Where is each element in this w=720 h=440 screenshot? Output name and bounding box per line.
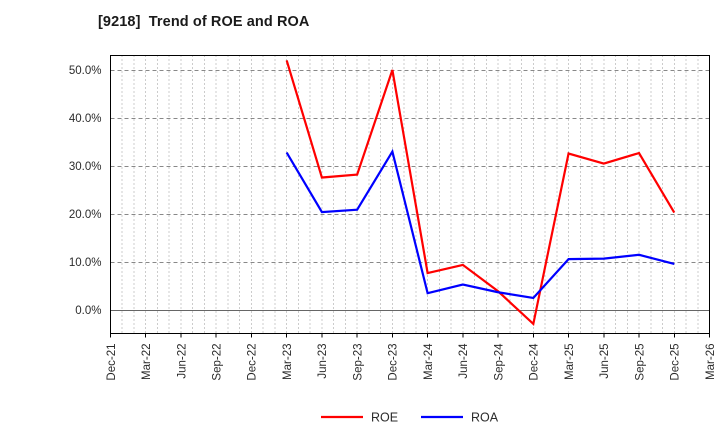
y-tick-label: 10.0%	[69, 257, 102, 269]
series-layer	[285, 60, 676, 327]
series-line-roa	[285, 148, 675, 300]
x-tick-label: Sep-22	[212, 344, 224, 381]
legend-label-roe: ROE	[371, 411, 398, 425]
x-tick-label: Dec-23	[388, 344, 400, 381]
page-title: [9218] Trend of ROE and ROA	[98, 14, 310, 30]
x-axis-tick-labels: Dec-21 Mar-22 Jun-22 Sep-22 Dec-22 Mar-23 Jun-…	[106, 333, 717, 381]
x-tick-label: Jun-22	[176, 344, 188, 379]
y-axis-tick-labels: 0.0% 10.0% 20.0% 30.0% 40.0% 50.0%	[69, 65, 102, 317]
x-tick-label: Sep-25	[634, 344, 646, 381]
x-tick-label: Dec-22	[247, 344, 259, 381]
y-tick-label: 50.0%	[69, 65, 102, 77]
x-tick-label: Sep-23	[352, 344, 364, 381]
x-tick-label: Dec-21	[106, 344, 118, 381]
x-tick-label: Sep-24	[493, 343, 505, 381]
plot-border	[110, 55, 710, 334]
x-tick-label: Jun-23	[317, 344, 329, 379]
x-tick-label: Mar-22	[141, 344, 153, 380]
y-tick-label: 0.0%	[75, 305, 101, 317]
x-tick-label: Dec-25	[670, 344, 682, 381]
chart-legend: ROE ROA	[321, 411, 499, 425]
x-tick-label: Mar-25	[564, 344, 576, 380]
y-tick-label: 30.0%	[69, 161, 102, 173]
y-tick-label: 20.0%	[69, 209, 102, 221]
legend-label-roa: ROA	[471, 411, 499, 425]
x-tick-label: Mar-26	[705, 344, 717, 380]
x-tick-label: Mar-23	[282, 344, 294, 380]
major-horizontal-gridlines	[110, 70, 710, 311]
x-tick-label: Jun-25	[599, 344, 611, 379]
y-tick-label: 40.0%	[69, 113, 102, 125]
x-tick-label: Dec-24	[529, 343, 541, 381]
series-line-roe	[285, 60, 676, 327]
x-tick-label: Mar-24	[423, 343, 435, 380]
x-tick-label: Jun-24	[458, 343, 470, 379]
